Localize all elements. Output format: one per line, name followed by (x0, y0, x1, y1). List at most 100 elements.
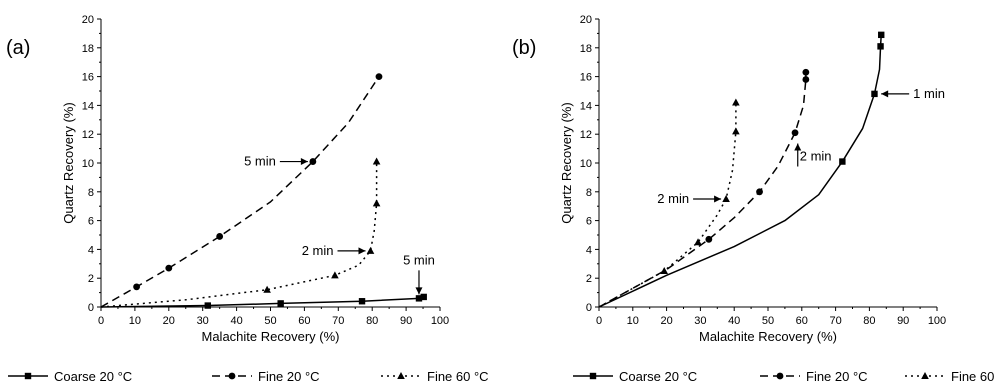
y-tick-label: 6 (88, 216, 94, 228)
data-point-triangle (732, 98, 740, 106)
y-tick-label: 16 (82, 72, 94, 84)
panel-label: (b) (512, 37, 536, 59)
series-line-square (598, 34, 882, 308)
data-point-circle (133, 283, 140, 291)
data-point-circle (802, 68, 810, 76)
legend-label: Coarse 20 °C (619, 369, 697, 384)
x-tick-label: 70 (332, 315, 344, 327)
y-tick-label: 20 (580, 14, 592, 26)
data-point-circle (756, 188, 763, 196)
legend-label: Fine 60 °C (951, 369, 997, 384)
x-tick-label: 90 (400, 315, 412, 327)
data-point-circle (216, 233, 224, 240)
data-point-triangle (372, 199, 381, 207)
data-point-square (871, 90, 878, 98)
data-point-square (420, 293, 427, 301)
y-tick-label: 12 (82, 129, 94, 141)
x-tick-label: 80 (366, 315, 378, 327)
y-tick-label: 18 (82, 43, 94, 55)
x-tick-label: 60 (298, 315, 310, 327)
y-tick-label: 14 (580, 100, 592, 112)
data-point-square (878, 31, 885, 39)
x-tick-label: 70 (829, 315, 841, 327)
legend-label: Fine 20 °C (806, 369, 868, 384)
x-axis-title: Malachite Recovery (%) (202, 329, 340, 344)
y-tick-label: 20 (82, 14, 94, 26)
data-point-square (877, 43, 884, 50)
data-point-triangle (732, 127, 740, 135)
data-point-triangle (722, 195, 730, 202)
x-tick-label: 60 (796, 315, 808, 327)
x-tick-label: 0 (98, 315, 104, 327)
y-tick-label: 8 (88, 187, 94, 199)
data-point-square (415, 295, 423, 302)
x-tick-label: 10 (129, 315, 141, 327)
x-tick-label: 100 (928, 315, 946, 327)
annotation-label: 2 min (657, 191, 689, 206)
y-tick-label: 18 (580, 43, 592, 55)
x-tick-label: 100 (431, 315, 449, 327)
annotation-arrowhead (300, 158, 308, 166)
x-tick-label: 30 (694, 315, 706, 327)
y-tick-label: 4 (586, 244, 592, 256)
panel-b: 0 10 20 30 40 50 60 70 80 90 100 0 2 4 6 8 10 12 14 16 18 20 M… (512, 14, 946, 344)
annotation-arrowhead (358, 247, 366, 255)
x-tick-label: 0 (596, 315, 602, 327)
y-axis-title: Quartz Recovery (%) (559, 102, 574, 223)
annotation-arrowhead (714, 195, 722, 203)
y-tick-label: 2 (88, 273, 94, 285)
series-line-triangle (100, 161, 378, 308)
annotation-label: 2 min (302, 243, 334, 258)
data-point-triangle (372, 157, 381, 165)
data-point-triangle (366, 246, 375, 254)
y-tick-label: 0 (586, 302, 592, 314)
annotation-label: 5 min (244, 154, 276, 169)
annotation-arrowhead (881, 90, 889, 98)
x-tick-label: 30 (197, 315, 209, 327)
data-point-square (277, 300, 284, 307)
y-tick-label: 0 (88, 302, 94, 314)
y-tick-label: 8 (586, 187, 592, 199)
legend-label: Coarse 20 °C (54, 369, 132, 384)
x-tick-label: 20 (660, 315, 672, 327)
y-tick-label: 6 (586, 216, 592, 228)
data-point-triangle (660, 267, 669, 274)
data-point-square (358, 298, 366, 305)
annotation-arrowhead (794, 143, 802, 151)
data-point-circle (375, 73, 383, 80)
data-point-circle (802, 76, 810, 83)
series-line-circle (100, 76, 380, 308)
x-tick-label: 40 (728, 315, 740, 327)
data-point-square (839, 158, 846, 165)
legend-marker-square (24, 372, 32, 380)
legend: Coarse 20 °C Fine 20 °C Fine 60 °C Coarse 2… (8, 369, 997, 384)
x-tick-label: 40 (230, 315, 242, 327)
x-tick-label: 80 (863, 315, 875, 327)
legend-marker-triangle (397, 372, 405, 379)
legend-marker-triangle (921, 372, 929, 379)
x-axis-title: Malachite Recovery (%) (699, 329, 837, 344)
x-tick-label: 90 (897, 315, 909, 327)
data-point-circle (705, 235, 713, 243)
y-tick-label: 16 (580, 72, 592, 84)
x-tick-label: 20 (163, 315, 175, 327)
legend-marker-circle (228, 372, 236, 380)
y-axis-title: Quartz Recovery (%) (61, 102, 76, 223)
panel-label: (a) (6, 37, 30, 59)
series-line-circle (598, 72, 807, 308)
data-point-square (204, 302, 211, 309)
panel-a: 0 10 20 30 40 50 60 70 80 90 100 0 2 4 6 8 10 12 14 16 18 20 M… (6, 14, 449, 344)
legend-marker-circle (776, 372, 784, 380)
x-tick-label: 10 (627, 315, 639, 327)
data-point-circle (165, 264, 173, 272)
series-line-square (100, 296, 424, 308)
annotation-label: 1 min (913, 86, 945, 101)
y-tick-label: 10 (82, 158, 94, 170)
y-tick-label: 14 (82, 100, 94, 112)
data-point-circle (791, 129, 799, 137)
data-point-triangle (263, 285, 271, 293)
annotation-arrowhead (415, 287, 423, 295)
x-tick-label: 50 (264, 315, 276, 327)
legend-label: Fine 20 °C (258, 369, 320, 384)
x-tick-label: 50 (762, 315, 774, 327)
